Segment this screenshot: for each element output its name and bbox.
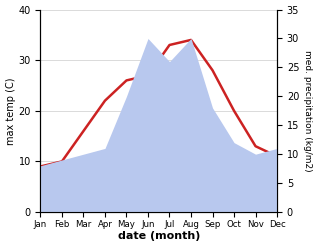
Y-axis label: max temp (C): max temp (C)	[5, 77, 16, 144]
Y-axis label: med. precipitation (kg/m2): med. precipitation (kg/m2)	[303, 50, 313, 172]
X-axis label: date (month): date (month)	[118, 231, 200, 242]
